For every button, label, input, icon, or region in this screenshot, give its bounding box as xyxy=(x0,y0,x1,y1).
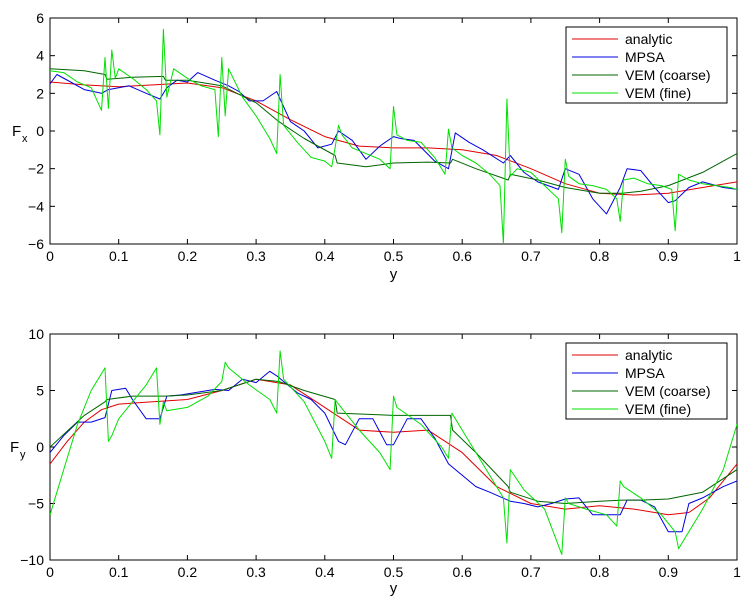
y-axis-label-subscript: y xyxy=(20,449,26,461)
y-tick-label: −5 xyxy=(28,496,44,512)
x-tick-label: 1 xyxy=(733,564,741,580)
y-tick-label: −10 xyxy=(20,552,44,568)
y-axis-label-subscript: x xyxy=(22,133,28,145)
x-tick-label: 0.2 xyxy=(178,564,198,580)
series-line-mpsa xyxy=(50,370,737,533)
x-axis-label: y xyxy=(390,266,398,283)
x-tick-label: 0.8 xyxy=(590,248,610,264)
x-tick-label: 0.3 xyxy=(246,564,266,580)
y-tick-label: −4 xyxy=(28,198,44,214)
x-tick-label: 0.1 xyxy=(109,248,129,264)
x-tick-label: 0.5 xyxy=(384,564,404,580)
legend-entry: MPSA xyxy=(625,49,665,65)
x-tick-label: 0.6 xyxy=(452,248,472,264)
x-tick-label: 0.5 xyxy=(384,248,404,264)
fy-panel: 0 0.1 0.2 0.3 0.4 0.5 0.6 0.7 0.8 0.9 1−10−50510yF… xyxy=(10,326,741,597)
x-tick-label: 0.8 xyxy=(590,564,610,580)
y-axis-label: F xyxy=(10,439,19,456)
legend-entry: VEM (coarse) xyxy=(625,383,711,399)
series-line-vem-fine xyxy=(50,350,737,555)
legend xyxy=(565,26,728,104)
x-tick-label: 0.9 xyxy=(659,248,679,264)
y-tick-label: 10 xyxy=(28,326,44,342)
series-line-vem-coarse xyxy=(50,68,737,194)
y-tick-label: 5 xyxy=(36,383,44,399)
legend-entry: analytic xyxy=(625,347,672,363)
legend xyxy=(565,342,728,420)
x-tick-label: 0.1 xyxy=(109,564,129,580)
y-tick-label: 2 xyxy=(36,85,44,101)
x-tick-label: 0.7 xyxy=(521,564,541,580)
x-tick-label: 0.6 xyxy=(452,564,472,580)
y-tick-label: 0 xyxy=(36,439,44,455)
series-line-analytic xyxy=(50,378,737,516)
x-tick-label: 0.4 xyxy=(315,564,335,580)
y-tick-label: 4 xyxy=(36,48,44,64)
x-tick-label: 1 xyxy=(733,248,741,264)
legend-entry: MPSA xyxy=(625,365,665,381)
legend-entry: VEM (fine) xyxy=(625,401,691,417)
legend-entry: analytic xyxy=(625,31,672,47)
x-tick-label: 0.4 xyxy=(315,248,335,264)
x-axis-label: y xyxy=(390,580,398,597)
x-tick-label: 0 xyxy=(46,248,54,264)
legend-entry: VEM (fine) xyxy=(625,85,691,101)
legend-entry: VEM (coarse) xyxy=(625,67,711,83)
x-tick-label: 0.3 xyxy=(246,248,266,264)
y-tick-label: 0 xyxy=(36,123,44,139)
x-tick-label: 0.9 xyxy=(659,564,679,580)
y-tick-label: −2 xyxy=(28,161,44,177)
x-tick-label: 0 xyxy=(46,564,54,580)
fx-panel: 0 0.1 0.2 0.3 0.4 0.5 0.6 0.7 0.8 0.9 1 −6 −4 −2 0 2 4 6 y… xyxy=(12,10,741,283)
y-axis-label: F xyxy=(12,123,21,140)
x-tick-label: 0.7 xyxy=(521,248,541,264)
x-tick-label: 0.2 xyxy=(178,248,198,264)
series-line-mpsa xyxy=(50,72,737,215)
y-tick-label: −6 xyxy=(28,236,44,252)
y-tick-label: 6 xyxy=(36,10,44,26)
series-line-vem-fine xyxy=(50,28,737,244)
